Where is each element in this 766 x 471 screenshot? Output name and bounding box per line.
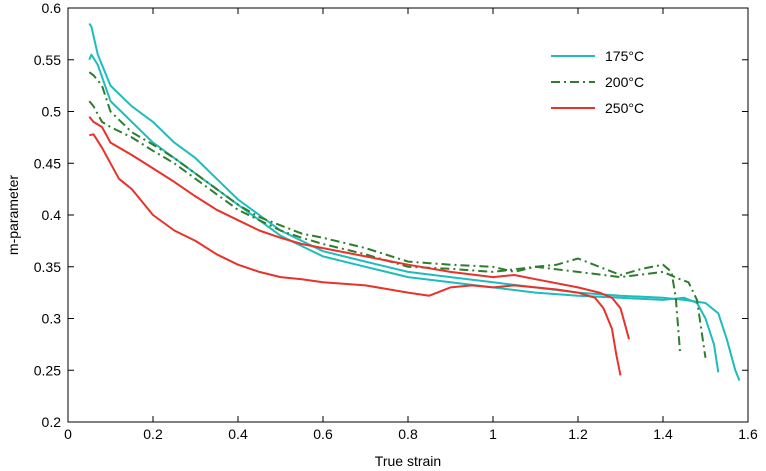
x-tick-label: 0	[64, 426, 72, 442]
legend: 175°C 200°C 250°C	[545, 40, 665, 124]
legend-label: 175°C	[605, 48, 644, 64]
y-tick-label: 0.55	[34, 52, 61, 68]
x-ticks: 0 0.2 0.4 0.6 0.8 1 1.2 1.4 1.6	[64, 8, 758, 442]
y-tick-label: 0.45	[34, 155, 61, 171]
y-ticks: 0.2 0.25 0.3 0.35 0.4 0.45 0.5 0.55 0.6	[34, 0, 748, 430]
x-tick-label: 0.4	[228, 426, 248, 442]
series-line-2	[88, 71, 681, 352]
y-tick-label: 0.6	[42, 0, 62, 16]
x-tick-label: 0.6	[313, 426, 333, 442]
legend-label: 200°C	[605, 74, 644, 90]
series-layer	[88, 22, 741, 381]
x-tick-label: 1	[489, 426, 497, 442]
x-tick-label: 0.2	[143, 426, 163, 442]
y-tick-label: 0.35	[34, 259, 61, 275]
series-line-5	[89, 133, 622, 376]
y-axis-label: m-parameter	[5, 175, 21, 255]
legend-label: 250°C	[605, 100, 644, 116]
x-tick-label: 1.4	[653, 426, 673, 442]
y-tick-label: 0.4	[42, 207, 62, 223]
y-tick-label: 0.2	[42, 414, 62, 430]
series-line-3	[88, 100, 707, 358]
series-line-4	[88, 116, 630, 340]
x-tick-label: 1.6	[738, 426, 758, 442]
x-tick-label: 0.8	[398, 426, 418, 442]
y-tick-label: 0.3	[42, 311, 62, 327]
y-tick-label: 0.5	[42, 104, 62, 120]
y-tick-label: 0.25	[34, 362, 61, 378]
series-line-1	[88, 53, 720, 373]
x-axis-label: True strain	[375, 453, 441, 469]
x-tick-label: 1.2	[568, 426, 588, 442]
